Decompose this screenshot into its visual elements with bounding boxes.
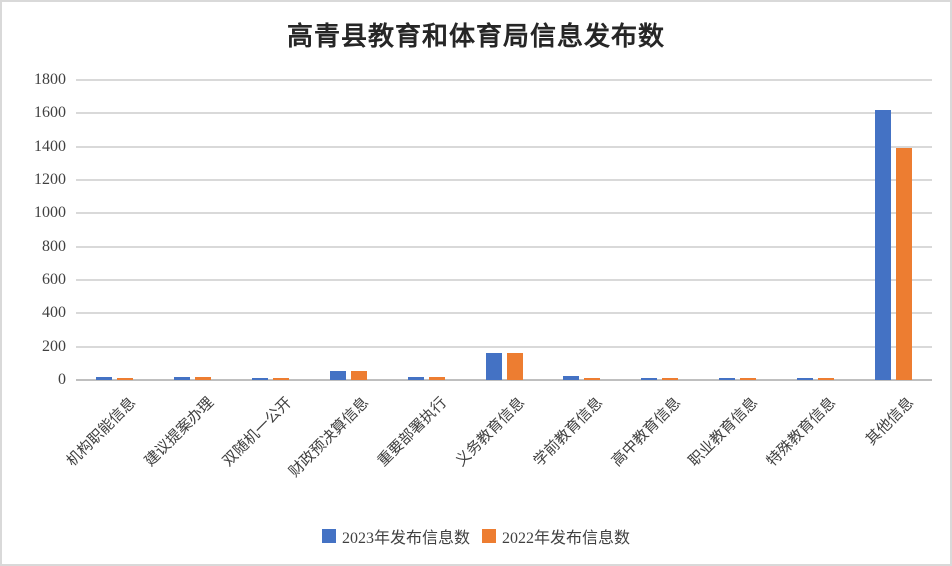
bar-2022-义务教育信息 — [506, 352, 523, 380]
gridline-1600 — [76, 112, 932, 115]
bar-2022-特殊教育信息 — [817, 378, 834, 380]
legend: 2023年发布信息数 2022年发布信息数 — [2, 524, 950, 548]
bar-2023-财政预决算信息 — [329, 371, 346, 380]
bar-2022-双随机一公开 — [273, 378, 290, 381]
gridline-1400 — [76, 145, 932, 148]
legend-swatch-2023-icon — [321, 529, 336, 543]
y-tick-label-1600: 1600 — [34, 104, 66, 122]
bar-2023-义务教育信息 — [485, 353, 502, 380]
gridline-600 — [76, 279, 932, 281]
chart-title: 高青县教育和体育局信息发布数 — [286, 22, 665, 51]
bar-2023-重要部署执行 — [407, 376, 424, 380]
bar-2023-机构职能信息 — [96, 376, 113, 380]
x-axis-line — [76, 379, 932, 381]
bar-2023-双随机一公开 — [252, 378, 269, 380]
bar-2022-建议提案办理 — [195, 377, 212, 380]
y-tick-label-1800: 1800 — [34, 71, 66, 88]
legend-label-2023: 2023年发布信息数 — [341, 530, 470, 547]
gridline-1200 — [76, 179, 932, 181]
gridline-400 — [76, 312, 932, 315]
gridline-200 — [76, 345, 932, 348]
legend-item-2022: 2022年发布信息数 — [482, 524, 630, 548]
y-tick-label-600: 600 — [42, 271, 66, 288]
legend-item-2023: 2023年发布信息数 — [321, 524, 470, 548]
y-tick-label-1400: 1400 — [34, 137, 66, 155]
y-tick-label-1000: 1000 — [34, 204, 66, 222]
bar-2022-其他信息 — [895, 148, 912, 380]
y-tick-label-200: 200 — [42, 337, 66, 355]
bar-2023-建议提案办理 — [174, 376, 191, 380]
bar-2023-高中教育信息 — [641, 377, 658, 380]
y-tick-label-1200: 1200 — [34, 171, 66, 188]
bar-2022-财政预决算信息 — [350, 370, 367, 380]
bar-2023-特殊教育信息 — [796, 378, 813, 380]
bar-2022-高中教育信息 — [662, 378, 679, 380]
y-tick-label-400: 400 — [42, 304, 66, 322]
y-tick-label-800: 800 — [42, 237, 66, 255]
bar-2023-其他信息 — [874, 110, 891, 380]
bar-2023-职业教育信息 — [718, 377, 735, 380]
bar-2022-机构职能信息 — [117, 378, 134, 381]
legend-label-2022: 2022年发布信息数 — [502, 530, 631, 547]
bar-2022-重要部署执行 — [428, 376, 445, 380]
bar-2022-学前教育信息 — [584, 378, 601, 380]
bar-2023-学前教育信息 — [563, 376, 580, 380]
gridline-1000 — [76, 212, 932, 215]
legend-swatch-2022-icon — [482, 529, 496, 543]
bar-2022-职业教育信息 — [739, 378, 756, 380]
gridline-1800 — [76, 79, 932, 81]
gridline-800 — [76, 245, 932, 248]
y-tick-label-0: 0 — [58, 371, 66, 388]
